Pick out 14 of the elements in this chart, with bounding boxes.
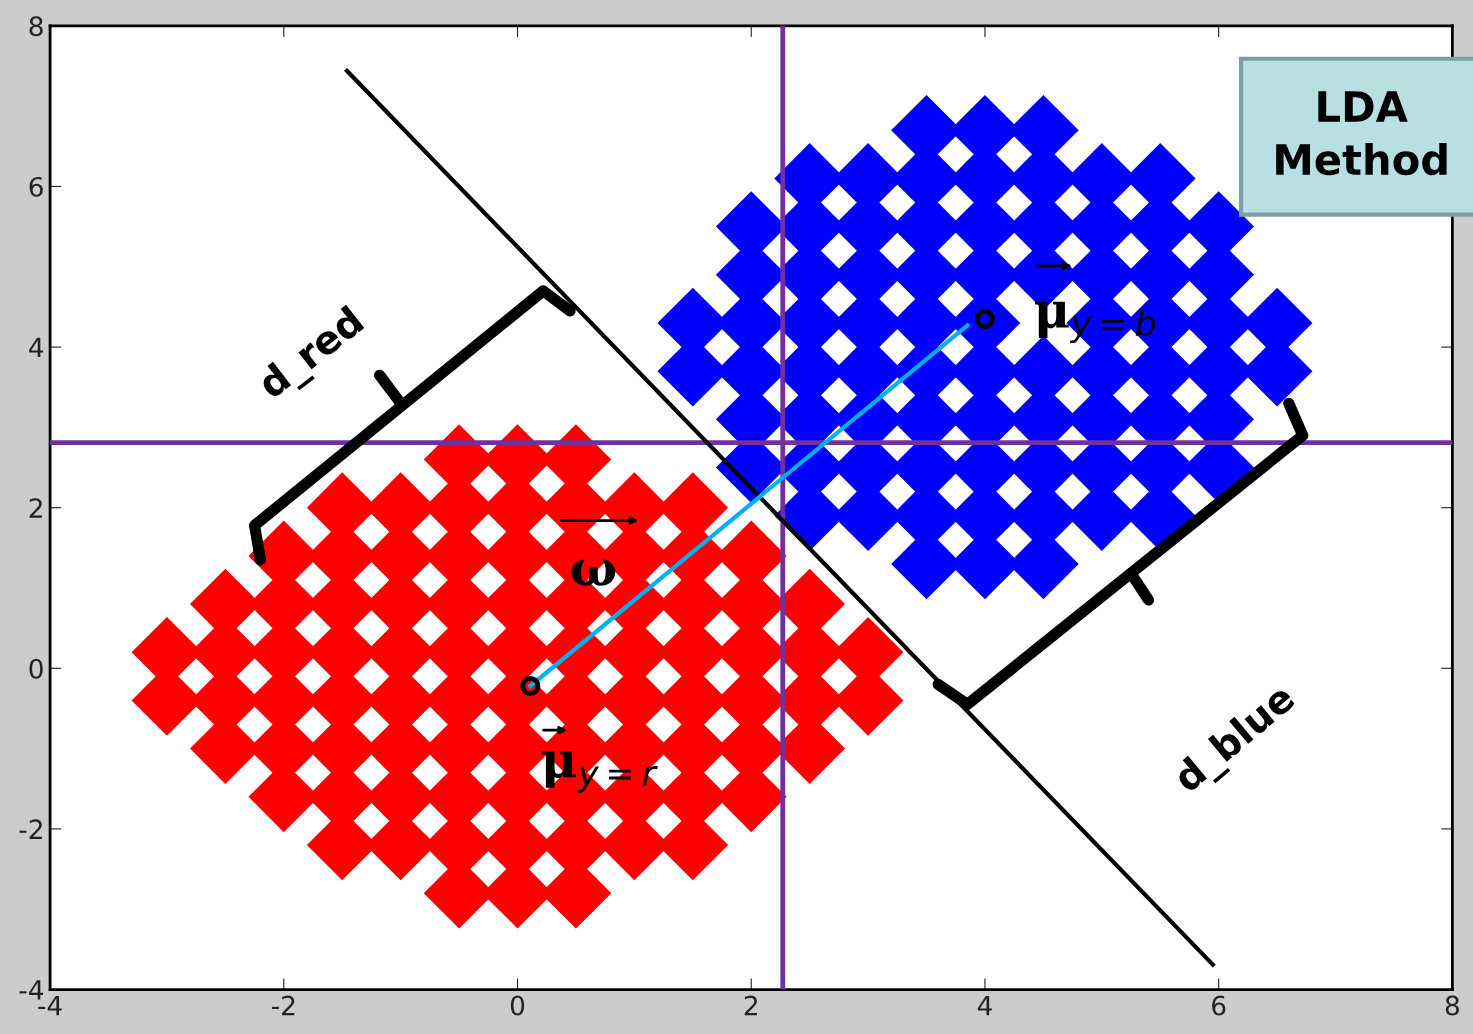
y-tick-label: 0 xyxy=(29,658,43,679)
y-tick-label: 8 xyxy=(29,16,43,37)
x-tick-label: 4 xyxy=(977,995,992,1016)
y-tick-label: 2 xyxy=(29,498,42,518)
annotation: LDA Method xyxy=(1276,91,1447,176)
y-tick-label: 4 xyxy=(29,337,44,358)
x-tick-label: 0 xyxy=(510,995,525,1016)
x-tick-label: 2 xyxy=(744,995,757,1016)
y-tick-label: 6 xyxy=(29,176,43,197)
x-tick-label: -2 xyxy=(271,995,295,1016)
x-tick-label: 8 xyxy=(1445,995,1459,1016)
annotation: μ$_{y=b}$ xyxy=(1035,301,1155,344)
x-tick-label: 6 xyxy=(1212,995,1226,1016)
y-tick-label: -2 xyxy=(19,819,42,839)
